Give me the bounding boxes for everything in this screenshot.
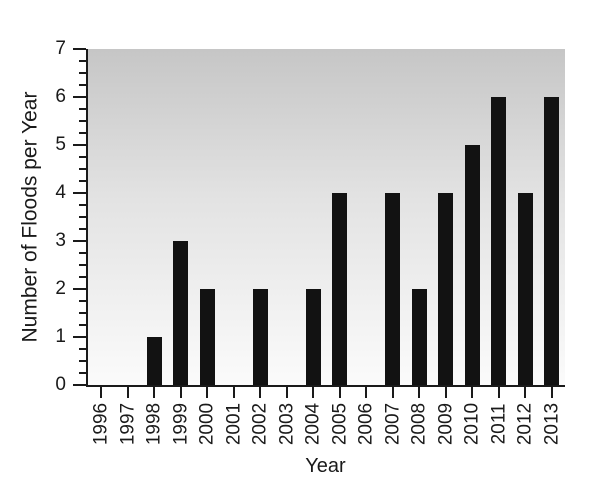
y-major-tick-3 [73, 240, 86, 242]
y-minor-tick [79, 348, 86, 350]
x-tick-2002 [259, 387, 262, 398]
x-tick-label-2010: 2010 [461, 402, 483, 446]
x-tick-label-2005: 2005 [329, 402, 351, 446]
y-minor-tick [79, 72, 86, 74]
x-tick-label-2003: 2003 [276, 402, 298, 446]
x-tick-2009 [444, 387, 447, 398]
y-minor-tick [79, 300, 86, 302]
x-tick-2004 [312, 387, 315, 398]
y-major-tick-2 [73, 288, 86, 290]
y-minor-tick [79, 60, 86, 62]
x-tick-2005 [338, 387, 341, 398]
y-minor-tick [79, 120, 86, 122]
bar-2002 [252, 289, 268, 385]
plot-area [88, 49, 565, 385]
y-minor-tick [79, 132, 86, 134]
y-axis-line [86, 49, 88, 387]
bar-2008 [411, 289, 427, 385]
x-tick-label-2011: 2011 [488, 403, 510, 445]
y-minor-tick [79, 168, 86, 170]
y-tick-label-5: 5 [55, 134, 66, 156]
y-minor-tick [79, 264, 86, 266]
x-tick-label-1998: 1998 [143, 402, 165, 446]
x-tick-label-2013: 2013 [541, 402, 563, 446]
y-major-tick-0 [73, 384, 86, 386]
bar-1999 [173, 241, 189, 385]
x-axis-title: Year [305, 455, 346, 477]
y-tick-label-0: 0 [55, 374, 66, 396]
bar-2013 [544, 97, 560, 385]
x-tick-label-2012: 2012 [514, 402, 536, 446]
y-major-tick-6 [73, 96, 86, 98]
y-minor-tick [79, 312, 86, 314]
x-tick-2010 [471, 387, 474, 398]
y-minor-tick [79, 276, 86, 278]
x-tick-label-2007: 2007 [382, 402, 404, 446]
bar-2011 [491, 97, 507, 385]
y-axis-title: Number of Floods per Year [18, 91, 42, 343]
x-tick-label-2002: 2002 [249, 402, 271, 446]
y-minor-tick [79, 252, 86, 254]
y-tick-label-1: 1 [55, 326, 66, 348]
x-tick-2013 [550, 387, 553, 398]
y-minor-tick [79, 108, 86, 110]
x-tick-2000 [206, 387, 209, 398]
x-tick-2006 [365, 387, 368, 398]
bar-2005 [332, 193, 348, 385]
y-minor-tick [79, 84, 86, 86]
y-minor-tick [79, 180, 86, 182]
x-tick-2011 [497, 387, 500, 398]
y-major-tick-5 [73, 144, 86, 146]
x-tick-1997 [126, 387, 129, 398]
bar-2010 [464, 145, 480, 385]
y-major-tick-1 [73, 336, 86, 338]
y-major-tick-4 [73, 192, 86, 194]
x-tick-label-2008: 2008 [408, 402, 430, 446]
x-tick-label-1999: 1999 [170, 402, 192, 446]
x-tick-label-2009: 2009 [435, 402, 457, 446]
y-minor-tick [79, 372, 86, 374]
x-tick-2012 [524, 387, 527, 398]
x-tick-2003 [285, 387, 288, 398]
x-tick-label-1996: 1996 [90, 402, 112, 446]
x-tick-1996 [100, 387, 103, 398]
x-tick-label-2001: 2001 [223, 402, 245, 446]
y-tick-label-2: 2 [55, 278, 66, 300]
bar-2007 [385, 193, 401, 385]
x-tick-label-2004: 2004 [302, 402, 324, 446]
y-tick-label-6: 6 [55, 86, 66, 108]
y-tick-label-7: 7 [55, 38, 66, 60]
y-major-tick-7 [73, 48, 86, 50]
bar-2000 [199, 289, 215, 385]
y-tick-label-4: 4 [55, 182, 66, 204]
y-minor-tick [79, 360, 86, 362]
bar-1998 [146, 337, 162, 385]
x-tick-label-2000: 2000 [196, 402, 218, 446]
x-tick-1999 [179, 387, 182, 398]
y-minor-tick [79, 156, 86, 158]
x-tick-label-2006: 2006 [355, 402, 377, 446]
x-tick-2007 [391, 387, 394, 398]
y-minor-tick [79, 228, 86, 230]
y-minor-tick [79, 216, 86, 218]
bar-2009 [438, 193, 454, 385]
y-minor-tick [79, 324, 86, 326]
x-axis-line [86, 385, 565, 387]
x-tick-1998 [153, 387, 156, 398]
x-tick-2008 [418, 387, 421, 398]
x-tick-label-1997: 1997 [117, 402, 139, 446]
y-tick-label-3: 3 [55, 230, 66, 252]
x-tick-2001 [232, 387, 235, 398]
bar-2012 [517, 193, 533, 385]
y-minor-tick [79, 204, 86, 206]
bar-2004 [305, 289, 321, 385]
